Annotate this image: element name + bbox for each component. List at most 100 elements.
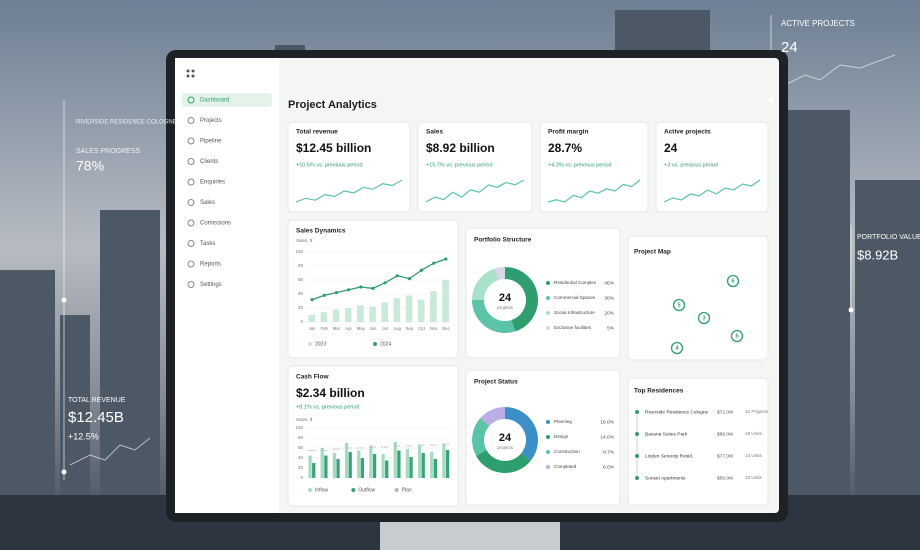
chart-title: Project Status (474, 379, 518, 386)
legend-swatch (546, 311, 550, 315)
row-marker (635, 410, 639, 414)
kpi-sparkline (425, 179, 525, 203)
table-title: Top Residences (634, 388, 684, 395)
sidebar (175, 58, 279, 513)
residence-value: $72.0M (717, 409, 733, 415)
line-point (419, 268, 424, 272)
donut-center-label: projects (497, 445, 514, 450)
legend-swatch (394, 488, 399, 492)
x-tick-label: Dec (442, 326, 450, 331)
bar (397, 450, 401, 478)
value-label: 6.0% (603, 464, 615, 470)
logo (186, 69, 195, 78)
kpi-sparkline (663, 179, 761, 203)
x-tick-label: May (357, 326, 366, 331)
bar (357, 450, 361, 478)
nav-item[interactable]: Reports (200, 262, 221, 268)
y-tick-label: 100 (295, 249, 303, 254)
kpi-sparkline (295, 179, 403, 203)
bar (385, 460, 389, 478)
y-tick-label: 40 (298, 455, 304, 460)
nav-icon (187, 158, 195, 165)
overlay-dot (768, 97, 774, 103)
line-point (444, 257, 448, 261)
nav-item[interactable]: Comissions (200, 221, 231, 227)
legend-swatch (546, 450, 550, 454)
bar (405, 295, 413, 322)
nav-item[interactable]: Tasks (200, 241, 215, 247)
y-axis-label: Sales, $ (296, 238, 313, 243)
bar (324, 455, 328, 478)
nav-item[interactable]: Enquiries (200, 180, 225, 186)
map-pin-label[interactable]: 4 (675, 345, 679, 351)
x-tick-label: Apr (345, 326, 352, 331)
y-tick-label: 100 (295, 425, 303, 430)
nav-item[interactable]: Sales (200, 200, 215, 206)
card (465, 369, 621, 506)
legend-label: Plan (402, 487, 412, 493)
nav-icon (187, 199, 195, 206)
bar (360, 458, 365, 478)
legend-swatch (373, 342, 377, 346)
page-title: Project Analytics (288, 99, 377, 111)
donut-slice (494, 267, 506, 281)
nav-icon (187, 117, 195, 124)
chart-title: Portfolio Structure (474, 237, 532, 244)
residence-name: Sunset Apartments (645, 475, 686, 481)
nav-item[interactable]: Dashboard (200, 98, 229, 104)
donut-slice (480, 407, 506, 427)
map-pin-label[interactable]: 5 (677, 302, 680, 308)
x-tick-label: Aug (393, 326, 401, 331)
bar (442, 444, 446, 478)
bar (332, 309, 340, 322)
nav-item[interactable]: Settings (200, 282, 222, 288)
nav-item[interactable]: Projects (200, 118, 222, 124)
legend-label: Planning (554, 419, 572, 424)
residence-units: 13 Units (745, 475, 763, 480)
residence-value: $88.0M (717, 431, 733, 437)
bar (308, 455, 312, 478)
bar (381, 454, 385, 478)
legend-label: Construction (554, 449, 580, 454)
nav-item[interactable]: Pipeline (200, 139, 222, 145)
value-label: 8.7% (603, 449, 615, 455)
bar (357, 305, 364, 322)
y-tick-label: 0 (300, 319, 303, 324)
map-pin-label[interactable]: 6 (731, 278, 734, 284)
kpi-change: +15.7% vs. previous period (426, 162, 493, 168)
donut-center-label: projects (497, 305, 514, 310)
kpi-title: Active projects (664, 129, 711, 136)
map-pin (670, 341, 684, 355)
legend-swatch (546, 435, 550, 439)
map-pin-label[interactable]: 3 (702, 315, 705, 321)
legend-label: Outflow (358, 487, 375, 493)
kpi-sparkline (547, 179, 641, 203)
value-label: 16.0% (600, 419, 614, 425)
nav-icon (187, 178, 195, 186)
donut-slice (504, 407, 538, 461)
bar (430, 452, 434, 478)
overlay-label: ACTIVE PROJECTS (781, 19, 855, 28)
residence-units: 18 Units (745, 431, 763, 436)
chart-title: Sales Dynamics (296, 228, 346, 235)
donut-slice (475, 449, 531, 473)
y-tick-label: 40 (298, 291, 304, 296)
bar (312, 463, 316, 478)
map-pin-label[interactable]: 6 (735, 333, 738, 339)
y-tick-label: 80 (298, 263, 304, 268)
overlay-label: TOTAL REVENUE (68, 397, 126, 404)
chart-note: +8.1% vs. previous period (296, 404, 359, 410)
line-point (383, 281, 387, 285)
bar (336, 459, 340, 478)
x-tick-label: Nov (430, 326, 438, 331)
bar (344, 308, 352, 322)
y-tick-label: 80 (298, 435, 304, 440)
legend-swatch (546, 420, 550, 424)
bar (320, 448, 324, 478)
card (539, 121, 649, 213)
legend-label: Design (554, 434, 569, 439)
map-title: Project Map (634, 249, 671, 256)
legend-label: Commercial Spaces (554, 295, 596, 300)
nav-item[interactable]: Clients (200, 159, 218, 165)
